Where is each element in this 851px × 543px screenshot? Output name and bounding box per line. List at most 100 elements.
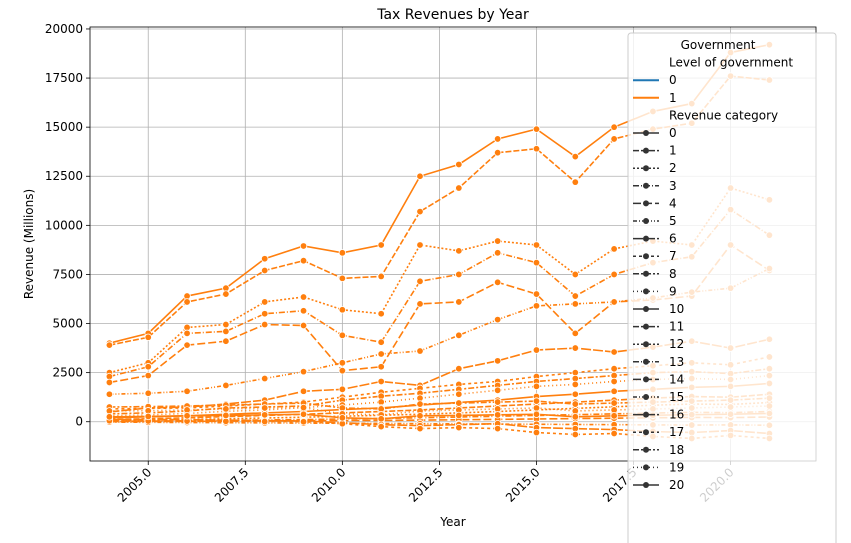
- data-point: [105, 378, 114, 387]
- legend-style-marker: [643, 288, 649, 295]
- data-point: [455, 365, 463, 373]
- legend-style-label: 8: [669, 267, 677, 281]
- data-point: [183, 412, 191, 420]
- legend-style-marker: [643, 235, 649, 242]
- data-point: [416, 347, 424, 355]
- data-point: [532, 302, 541, 310]
- data-point: [183, 329, 191, 338]
- data-point: [416, 241, 424, 249]
- data-point: [261, 255, 269, 263]
- data-point: [144, 371, 152, 380]
- x-axis-label: Year: [439, 515, 465, 529]
- legend-style-label: 3: [669, 179, 677, 193]
- data-point: [610, 429, 618, 438]
- data-point: [532, 428, 541, 437]
- data-point: [222, 405, 230, 413]
- data-point: [571, 344, 579, 352]
- legend-style-marker: [643, 323, 649, 330]
- y-tick-label: 5000: [52, 317, 83, 331]
- legend-style-label: 2: [669, 161, 677, 175]
- data-point: [222, 290, 230, 298]
- y-tick-label: 20000: [45, 22, 83, 36]
- data-point: [222, 320, 230, 329]
- data-point: [377, 272, 385, 281]
- x-tick-label: 2012.5: [406, 465, 446, 505]
- data-point: [261, 266, 269, 275]
- data-point: [571, 413, 579, 421]
- data-point: [299, 403, 308, 412]
- data-point: [261, 310, 269, 318]
- legend-style-marker: [643, 270, 649, 277]
- legend-style-label: 11: [669, 320, 684, 334]
- data-point: [610, 135, 618, 143]
- data-point: [299, 321, 308, 330]
- data-point: [299, 418, 308, 426]
- y-tick-label: 10000: [45, 218, 83, 232]
- legend-style-label: 7: [669, 249, 677, 263]
- data-point: [493, 278, 502, 286]
- data-point: [377, 241, 385, 249]
- data-point: [455, 331, 463, 340]
- x-tick-label: 2010.0: [309, 465, 349, 505]
- data-point: [610, 298, 618, 306]
- data-point: [338, 331, 347, 340]
- data-point: [105, 413, 114, 421]
- legend-style-label: 20: [669, 478, 684, 492]
- data-point: [338, 414, 347, 422]
- y-tick-label: 0: [75, 415, 83, 429]
- legend-style-label: 5: [669, 214, 677, 228]
- legend-style-marker: [643, 341, 649, 348]
- data-point: [338, 366, 347, 375]
- data-point: [338, 274, 347, 283]
- data-point: [493, 357, 502, 365]
- data-point: [455, 298, 463, 306]
- data-point: [377, 363, 385, 371]
- data-point: [571, 270, 579, 279]
- legend-style-label: 0: [669, 126, 677, 140]
- data-point: [571, 292, 579, 300]
- data-point: [416, 424, 424, 433]
- data-point: [493, 249, 502, 257]
- legend-hue-title: Level of government: [669, 56, 793, 70]
- legend: Government Level of government 0 1 Revenue c…: [627, 32, 837, 543]
- data-point: [493, 424, 502, 433]
- data-point: [299, 293, 308, 301]
- legend-style-marker: [643, 182, 649, 189]
- legend-style-label: 17: [669, 425, 684, 439]
- legend-box: [627, 32, 837, 543]
- data-point: [416, 300, 424, 308]
- series-line: [109, 419, 770, 440]
- data-point: [144, 412, 152, 421]
- data-point: [571, 380, 579, 389]
- legend-style-marker: [643, 165, 649, 172]
- data-point: [455, 184, 463, 192]
- data-point: [610, 348, 618, 356]
- data-point: [416, 172, 424, 180]
- data-point: [377, 422, 385, 431]
- data-point: [571, 430, 579, 439]
- data-point: [571, 329, 579, 338]
- legend-style-marker: [643, 200, 649, 207]
- data-point: [183, 387, 191, 395]
- legend-title: Government: [681, 38, 756, 52]
- data-point: [610, 399, 618, 407]
- data-point: [338, 306, 347, 314]
- legend-style-marker: [643, 358, 649, 365]
- legend-style-label: 15: [669, 390, 684, 404]
- data-point: [338, 249, 347, 257]
- legend-style-label: 6: [669, 232, 677, 246]
- data-point: [261, 417, 269, 426]
- legend-style-label: 4: [669, 196, 677, 210]
- data-point: [610, 365, 618, 373]
- data-point: [610, 123, 618, 131]
- legend-style-marker: [643, 482, 649, 488]
- legend-style-label: 13: [669, 355, 684, 369]
- legend-hue-label: 1: [669, 91, 677, 105]
- chart-title: Tax Revenues by Year: [376, 7, 529, 23]
- series-line: [109, 187, 770, 374]
- legend-style-marker: [643, 446, 649, 453]
- data-point: [299, 242, 308, 250]
- legend-style-label: 10: [669, 302, 684, 316]
- y-tick-label: 2500: [52, 366, 83, 380]
- data-point: [416, 412, 424, 420]
